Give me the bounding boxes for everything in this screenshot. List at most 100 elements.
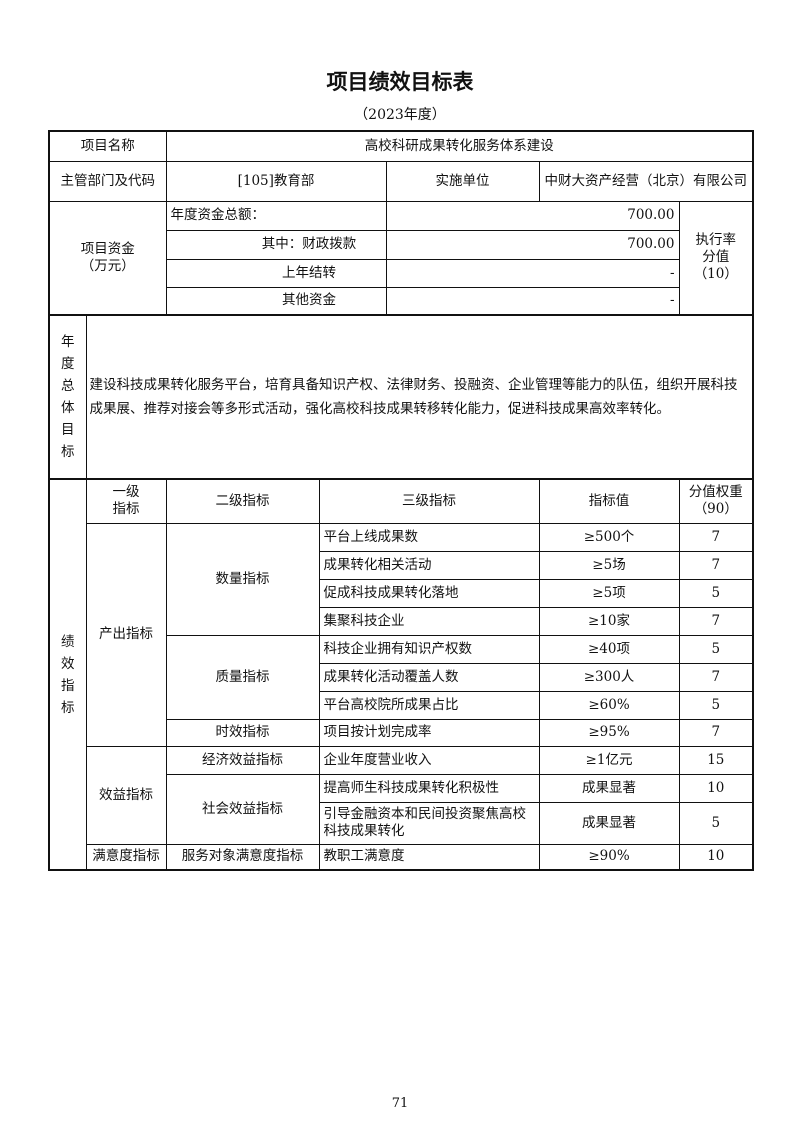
indicator-row: 满意度指标 服务对象满意度指标 教职工满意度 ≥90% 10	[49, 843, 754, 871]
funds-row: 项目资金 （万元） 年度资金总额： 700.00 执行率 分值 （10）	[48, 200, 754, 316]
indicator-weight: 5	[678, 634, 754, 664]
level3-name: 成果转化相关活动	[318, 550, 540, 580]
indicator-value: 成果显著	[538, 773, 680, 803]
indicator-weight: 7	[678, 550, 754, 580]
project-name-row: 项目名称 高校科研成果转化服务体系建设	[48, 130, 754, 162]
funds-row: 其中：财政拨款 700.00	[49, 229, 753, 260]
level2-social: 社会效益指标	[165, 773, 320, 845]
header-weight-line1: 分值权重	[688, 484, 743, 501]
goal-label-char: 体	[61, 400, 75, 416]
indicator-weight: 7	[678, 522, 754, 552]
level3-name: 平台高校院所成果占比	[318, 690, 540, 720]
indicator-weight: 5	[678, 690, 754, 720]
exec-label-line3: （10）	[693, 266, 738, 283]
level1-satisfaction: 满意度指标	[85, 843, 167, 871]
indicator-weight: 5	[678, 801, 754, 845]
level3-name: 提高师生科技成果转化积极性	[318, 773, 540, 803]
performance-target-table: 项目名称 高校科研成果转化服务体系建设 主管部门及代码 [105]教育部 实施单…	[48, 130, 755, 871]
funds-label-line2: （万元）	[80, 257, 135, 274]
indicator-header-row: 绩效指标 一级 指标 二级指标 三级指标 指标值 分值权重 （90）	[48, 478, 754, 871]
level3-name: 项目按计划完成率	[318, 718, 540, 747]
goal-text: 建设科技成果转化服务平台，培育具备知识产权、法律财务、投融资、企业管理等能力的队…	[85, 314, 754, 480]
indicator-row: 成果转化活动覆盖人数 ≥300人 7	[49, 662, 754, 692]
indicator-weight: 10	[678, 843, 754, 871]
level3-name: 科技企业拥有知识产权数	[318, 634, 540, 664]
goal-label: 年度总体目标	[48, 314, 87, 480]
indicator-value: ≥60%	[538, 690, 680, 720]
indicator-weight: 7	[678, 606, 754, 636]
indicator-row: 集聚科技企业 ≥10家 7	[49, 606, 754, 636]
level2-timeliness: 时效指标	[165, 718, 320, 747]
indicator-row: 产出指标 数量指标 平台上线成果数 ≥500个 7	[49, 522, 754, 747]
indicator-row: 引导金融资本和民间投资聚焦高校科技成果转化 成果显著 5	[49, 801, 754, 845]
goal-label-char: 度	[61, 356, 75, 372]
level3-name: 企业年度营业收入	[318, 745, 540, 775]
project-name-label: 项目名称	[48, 130, 167, 162]
dept-value: [105]教育部	[165, 160, 387, 202]
indicator-value: ≥90%	[538, 843, 680, 871]
level3-name: 教职工满意度	[318, 843, 540, 871]
level2-economic: 经济效益指标	[165, 745, 320, 775]
goal-label-char: 目	[61, 422, 75, 438]
indicator-weight: 10	[678, 773, 754, 803]
level3-name: 引导金融资本和民间投资聚焦高校科技成果转化	[318, 801, 540, 845]
funds-row-value: 700.00	[385, 200, 680, 231]
indicator-row: 促成科技成果转化落地 ≥5项 5	[49, 578, 754, 608]
header-level1-line2: 指标	[112, 501, 140, 518]
indicator-value: ≥10家	[538, 606, 680, 636]
funds-row: 上年结转 -	[49, 258, 753, 288]
goal-label-char: 年	[61, 334, 75, 350]
indicator-value: 成果显著	[538, 801, 680, 845]
header-level1: 一级 指标	[85, 478, 167, 524]
document-title: 项目绩效目标表	[326, 70, 474, 94]
funds-row-value: 700.00	[385, 229, 680, 260]
indicator-value: ≥5场	[538, 550, 680, 580]
impl-value: 中财大资产经营（北京）有限公司	[538, 160, 754, 202]
dept-label: 主管部门及代码	[48, 160, 167, 202]
funds-label: 项目资金 （万元）	[48, 200, 167, 316]
indicators-label-char: 指	[61, 677, 75, 694]
indicators-label-char: 绩	[61, 633, 75, 650]
funds-label-line1: 项目资金	[80, 240, 135, 257]
page-number: 71	[391, 1096, 409, 1111]
indicators-label-char: 效	[61, 655, 75, 672]
indicator-value: ≥95%	[538, 718, 680, 747]
indicator-weight: 7	[678, 718, 754, 747]
level3-name: 促成科技成果转化落地	[318, 578, 540, 608]
indicator-value: ≥5项	[538, 578, 680, 608]
indicator-row: 时效指标 项目按计划完成率 ≥95% 7	[49, 718, 754, 747]
indicator-row: 质量指标 科技企业拥有知识产权数 ≥40项 5	[49, 634, 754, 720]
indicator-weight: 15	[678, 745, 754, 775]
indicator-row: 效益指标 经济效益指标 企业年度营业收入 ≥1亿元 15	[49, 745, 754, 845]
indicator-row: 成果转化相关活动 ≥5场 7	[49, 550, 754, 580]
level1-benefit: 效益指标	[85, 745, 167, 845]
impl-label: 实施单位	[385, 160, 540, 202]
level2-quantity: 数量指标	[165, 522, 320, 636]
goal-label-char: 标	[61, 444, 75, 460]
level3-name: 集聚科技企业	[318, 606, 540, 636]
level3-name: 平台上线成果数	[318, 522, 540, 552]
exec-label-line2: 分值	[702, 249, 730, 266]
level2-quality: 质量指标	[165, 634, 320, 720]
funds-row-value: -	[385, 286, 680, 316]
indicator-weight: 5	[678, 578, 754, 608]
level3-name: 成果转化活动覆盖人数	[318, 662, 540, 692]
funds-row-label: 年度资金总额：	[165, 200, 387, 231]
indicator-value: ≥500个	[538, 522, 680, 552]
indicator-row: 社会效益指标 提高师生科技成果转化积极性 成果显著 10	[49, 773, 754, 845]
goal-label-char: 总	[61, 378, 75, 394]
indicators-label: 绩效指标	[48, 478, 87, 871]
indicator-weight: 7	[678, 662, 754, 692]
indicator-value: ≥1亿元	[538, 745, 680, 775]
funds-row-value: -	[385, 258, 680, 288]
exec-rate-label: 执行率 分值 （10）	[678, 200, 754, 316]
level2-service-satisfaction: 服务对象满意度指标	[165, 843, 320, 871]
funds-row-label: 其他资金	[165, 286, 387, 316]
indicator-value: ≥300人	[538, 662, 680, 692]
indicators-label-char: 标	[61, 699, 75, 716]
indicator-value: ≥40项	[538, 634, 680, 664]
level1-output: 产出指标	[85, 522, 167, 747]
department-row: 主管部门及代码 [105]教育部 实施单位 中财大资产经营（北京）有限公司	[48, 160, 754, 202]
header-level1-line1: 一级	[112, 484, 140, 501]
funds-row-label: 上年结转	[165, 258, 387, 288]
